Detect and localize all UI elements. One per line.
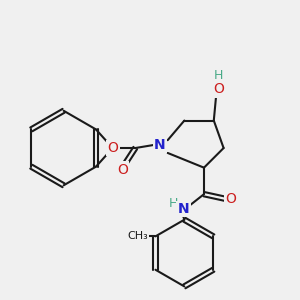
Text: O: O [213,82,224,96]
Text: H: H [169,196,178,209]
Text: H: H [214,69,224,82]
Text: CH₃: CH₃ [128,231,148,242]
Text: O: O [117,163,128,177]
Text: N: N [154,138,166,152]
Text: O: O [107,141,118,155]
Text: O: O [225,192,236,206]
Text: N: N [178,202,189,216]
